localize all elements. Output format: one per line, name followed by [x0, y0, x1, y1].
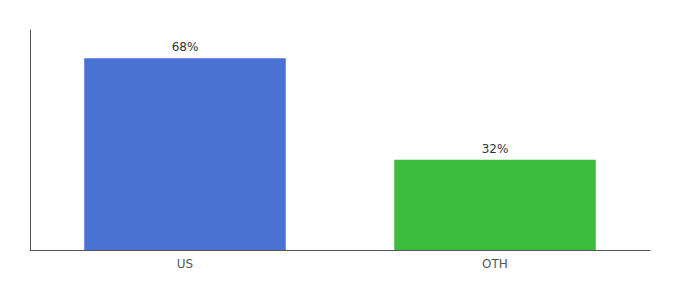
svg-text:32%: 32%: [482, 142, 509, 156]
svg-text:US: US: [177, 257, 193, 271]
svg-text:OTH: OTH: [482, 257, 508, 271]
svg-text:68%: 68%: [172, 40, 199, 54]
